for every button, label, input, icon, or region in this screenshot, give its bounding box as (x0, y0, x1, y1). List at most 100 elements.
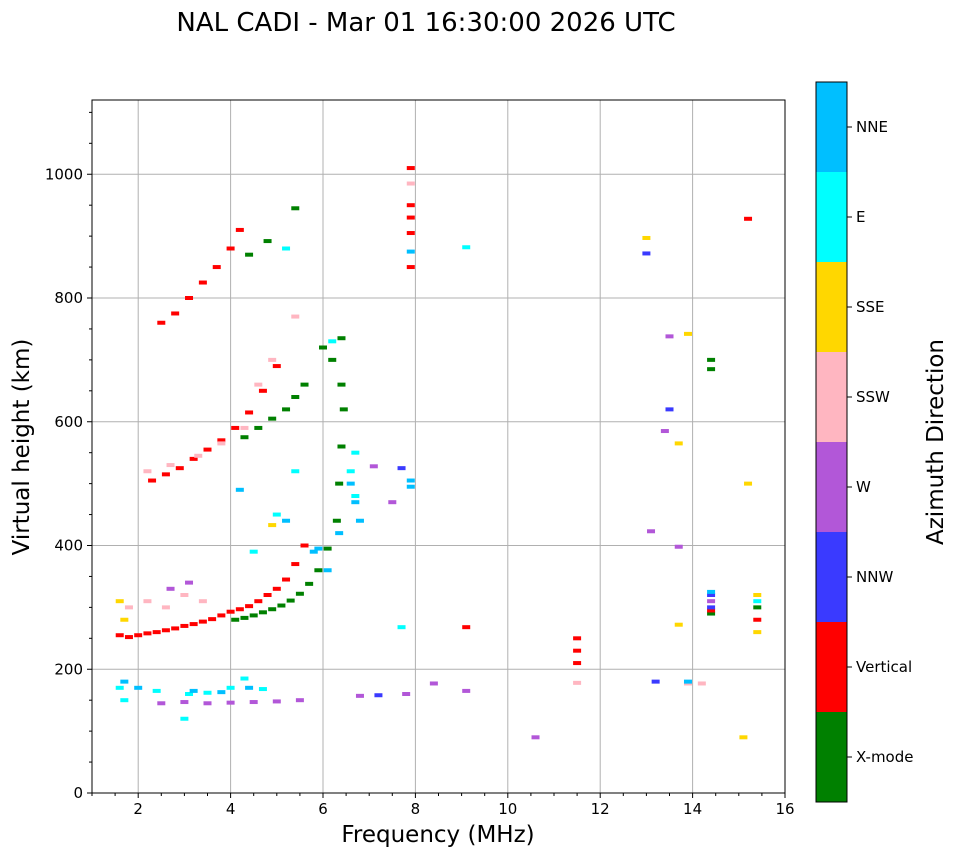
colorbar-tick-label: SSW (856, 388, 890, 406)
data-point (406, 166, 415, 171)
data-point (309, 549, 318, 554)
data-point (323, 546, 332, 551)
data-point (346, 481, 355, 486)
data-point (286, 598, 295, 603)
series-vertical (115, 166, 762, 666)
data-point (189, 456, 198, 461)
data-point (268, 416, 277, 421)
data-point (143, 599, 152, 604)
data-point (351, 450, 360, 455)
data-point (161, 605, 170, 610)
data-point (157, 701, 166, 706)
data-point (406, 203, 415, 208)
data-point (697, 681, 706, 686)
data-point (305, 581, 314, 586)
colorbar-segment (816, 172, 847, 262)
data-point (369, 464, 378, 469)
data-point (268, 357, 277, 362)
data-point (240, 425, 249, 430)
data-point (651, 679, 660, 684)
data-point (573, 661, 582, 666)
data-point (161, 472, 170, 477)
data-point (254, 382, 263, 387)
data-point (282, 407, 291, 412)
data-point (660, 429, 669, 434)
data-point (272, 512, 281, 517)
data-point (300, 543, 309, 548)
data-point (245, 252, 254, 257)
azimuth-colorbar: X-mode Vertical NNW W SSW SSE E NNE (815, 81, 913, 803)
data-point (235, 227, 244, 232)
data-point (406, 478, 415, 483)
data-point (217, 438, 226, 443)
data-point (337, 444, 346, 449)
data-point (351, 494, 360, 498)
data-point (263, 239, 272, 244)
data-point (180, 593, 189, 597)
data-point (258, 687, 267, 692)
data-point (753, 617, 762, 622)
data-point (397, 466, 406, 471)
data-point (753, 593, 762, 597)
y-tick-label: 0 (73, 784, 83, 802)
data-point (157, 320, 166, 325)
data-point (120, 679, 129, 684)
y-axis-ticks: 0 200 400 600 800 1000 (45, 111, 92, 802)
data-point (217, 441, 226, 446)
data-point (573, 648, 582, 653)
data-point (429, 681, 438, 686)
plot-area: 2 4 6 8 10 12 14 16 0 200 400 600 800 1000 (45, 99, 795, 818)
x-tick-label: 16 (775, 800, 794, 818)
data-point (189, 622, 198, 627)
data-point (753, 599, 762, 604)
data-point (249, 613, 258, 618)
data-point (115, 685, 124, 690)
data-point (124, 635, 133, 640)
data-point (240, 435, 249, 440)
y-tick-label: 800 (54, 289, 83, 307)
data-point (335, 531, 344, 536)
data-point (235, 487, 244, 492)
data-point (707, 599, 716, 604)
data-point (642, 251, 651, 256)
data-point (268, 523, 277, 528)
data-point (245, 410, 254, 415)
x-tick-label: 4 (226, 800, 236, 818)
data-point (291, 314, 300, 319)
data-point (337, 382, 346, 387)
data-point (263, 593, 272, 597)
colorbar-segment (816, 442, 847, 532)
data-point (397, 625, 406, 630)
data-point (148, 478, 157, 483)
data-point (166, 586, 175, 591)
data-point (337, 336, 346, 341)
data-point (374, 693, 383, 698)
data-point (291, 206, 300, 211)
data-point (291, 469, 300, 474)
data-point (707, 608, 716, 613)
data-point (120, 617, 129, 622)
data-point (351, 500, 360, 505)
data-point (198, 619, 207, 624)
data-point (189, 688, 198, 693)
data-point (258, 610, 267, 615)
data-point (134, 633, 143, 638)
data-point (240, 615, 249, 620)
x-tick-label: 2 (133, 800, 143, 818)
data-point (231, 617, 240, 622)
data-point (115, 633, 124, 638)
data-point (203, 701, 212, 706)
y-tick-label: 400 (54, 537, 83, 555)
data-points (115, 166, 762, 740)
data-point (235, 607, 244, 612)
colorbar-segment (816, 532, 847, 622)
data-point (319, 345, 327, 350)
y-tick-label: 1000 (45, 165, 83, 183)
data-point (314, 568, 323, 573)
data-point (406, 231, 415, 236)
data-point (180, 623, 189, 628)
data-point (744, 216, 753, 221)
data-point (328, 357, 337, 362)
data-point (175, 466, 184, 471)
data-point (674, 544, 683, 549)
